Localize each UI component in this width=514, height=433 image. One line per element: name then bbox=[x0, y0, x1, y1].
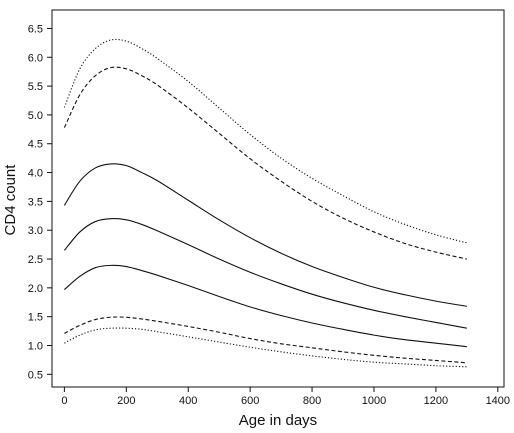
y-tick-label: 1.0 bbox=[28, 340, 43, 352]
y-tick-label: 5.0 bbox=[28, 110, 43, 122]
x-tick-label: 1000 bbox=[362, 395, 386, 407]
plot-frame bbox=[51, 9, 505, 388]
y-tick-label: 3.0 bbox=[28, 225, 43, 237]
series-line-2-dashed bbox=[63, 66, 467, 260]
x-axis-label: Age in days bbox=[239, 412, 317, 429]
y-tick-label: 2.5 bbox=[28, 254, 43, 266]
series-line-4-solid bbox=[63, 218, 467, 329]
x-tick-label: 600 bbox=[241, 395, 259, 407]
x-tick-label: 800 bbox=[303, 395, 321, 407]
series-line-6-dashed bbox=[64, 316, 467, 364]
x-tick-label: 400 bbox=[179, 395, 197, 407]
x-axis: 0 200 400 600 800 1000 1200 1400 bbox=[61, 387, 510, 407]
y-tick-label: 4.0 bbox=[28, 168, 43, 180]
x-tick-label: 0 bbox=[61, 395, 67, 407]
y-tick-label: 6.0 bbox=[28, 52, 43, 64]
series-line-3-solid bbox=[63, 163, 467, 307]
series-line-1-dotted bbox=[63, 38, 467, 244]
y-tick-label: 4.5 bbox=[28, 139, 43, 151]
series-line-7-dotted bbox=[64, 327, 467, 368]
y-tick-label: 3.5 bbox=[28, 196, 43, 208]
y-axis-label: CD4 count bbox=[2, 164, 19, 236]
series-line-5-solid bbox=[64, 264, 467, 348]
x-tick-label: 1200 bbox=[424, 395, 448, 407]
y-tick-label: 0.5 bbox=[28, 369, 43, 381]
y-tick-label: 6.5 bbox=[28, 23, 43, 35]
y-tick-label: 2.0 bbox=[28, 283, 43, 295]
x-tick-label: 1400 bbox=[486, 395, 510, 407]
series-layer bbox=[63, 38, 467, 368]
y-tick-label: 1.5 bbox=[28, 312, 43, 324]
x-tick-label: 200 bbox=[117, 395, 135, 407]
y-tick-label: 5.5 bbox=[28, 81, 43, 93]
y-axis: 0.5 1.0 1.5 2.0 2.5 3.0 3.5 4.0 4.5 5.0 5.5 6.0 6.5 bbox=[28, 23, 52, 381]
